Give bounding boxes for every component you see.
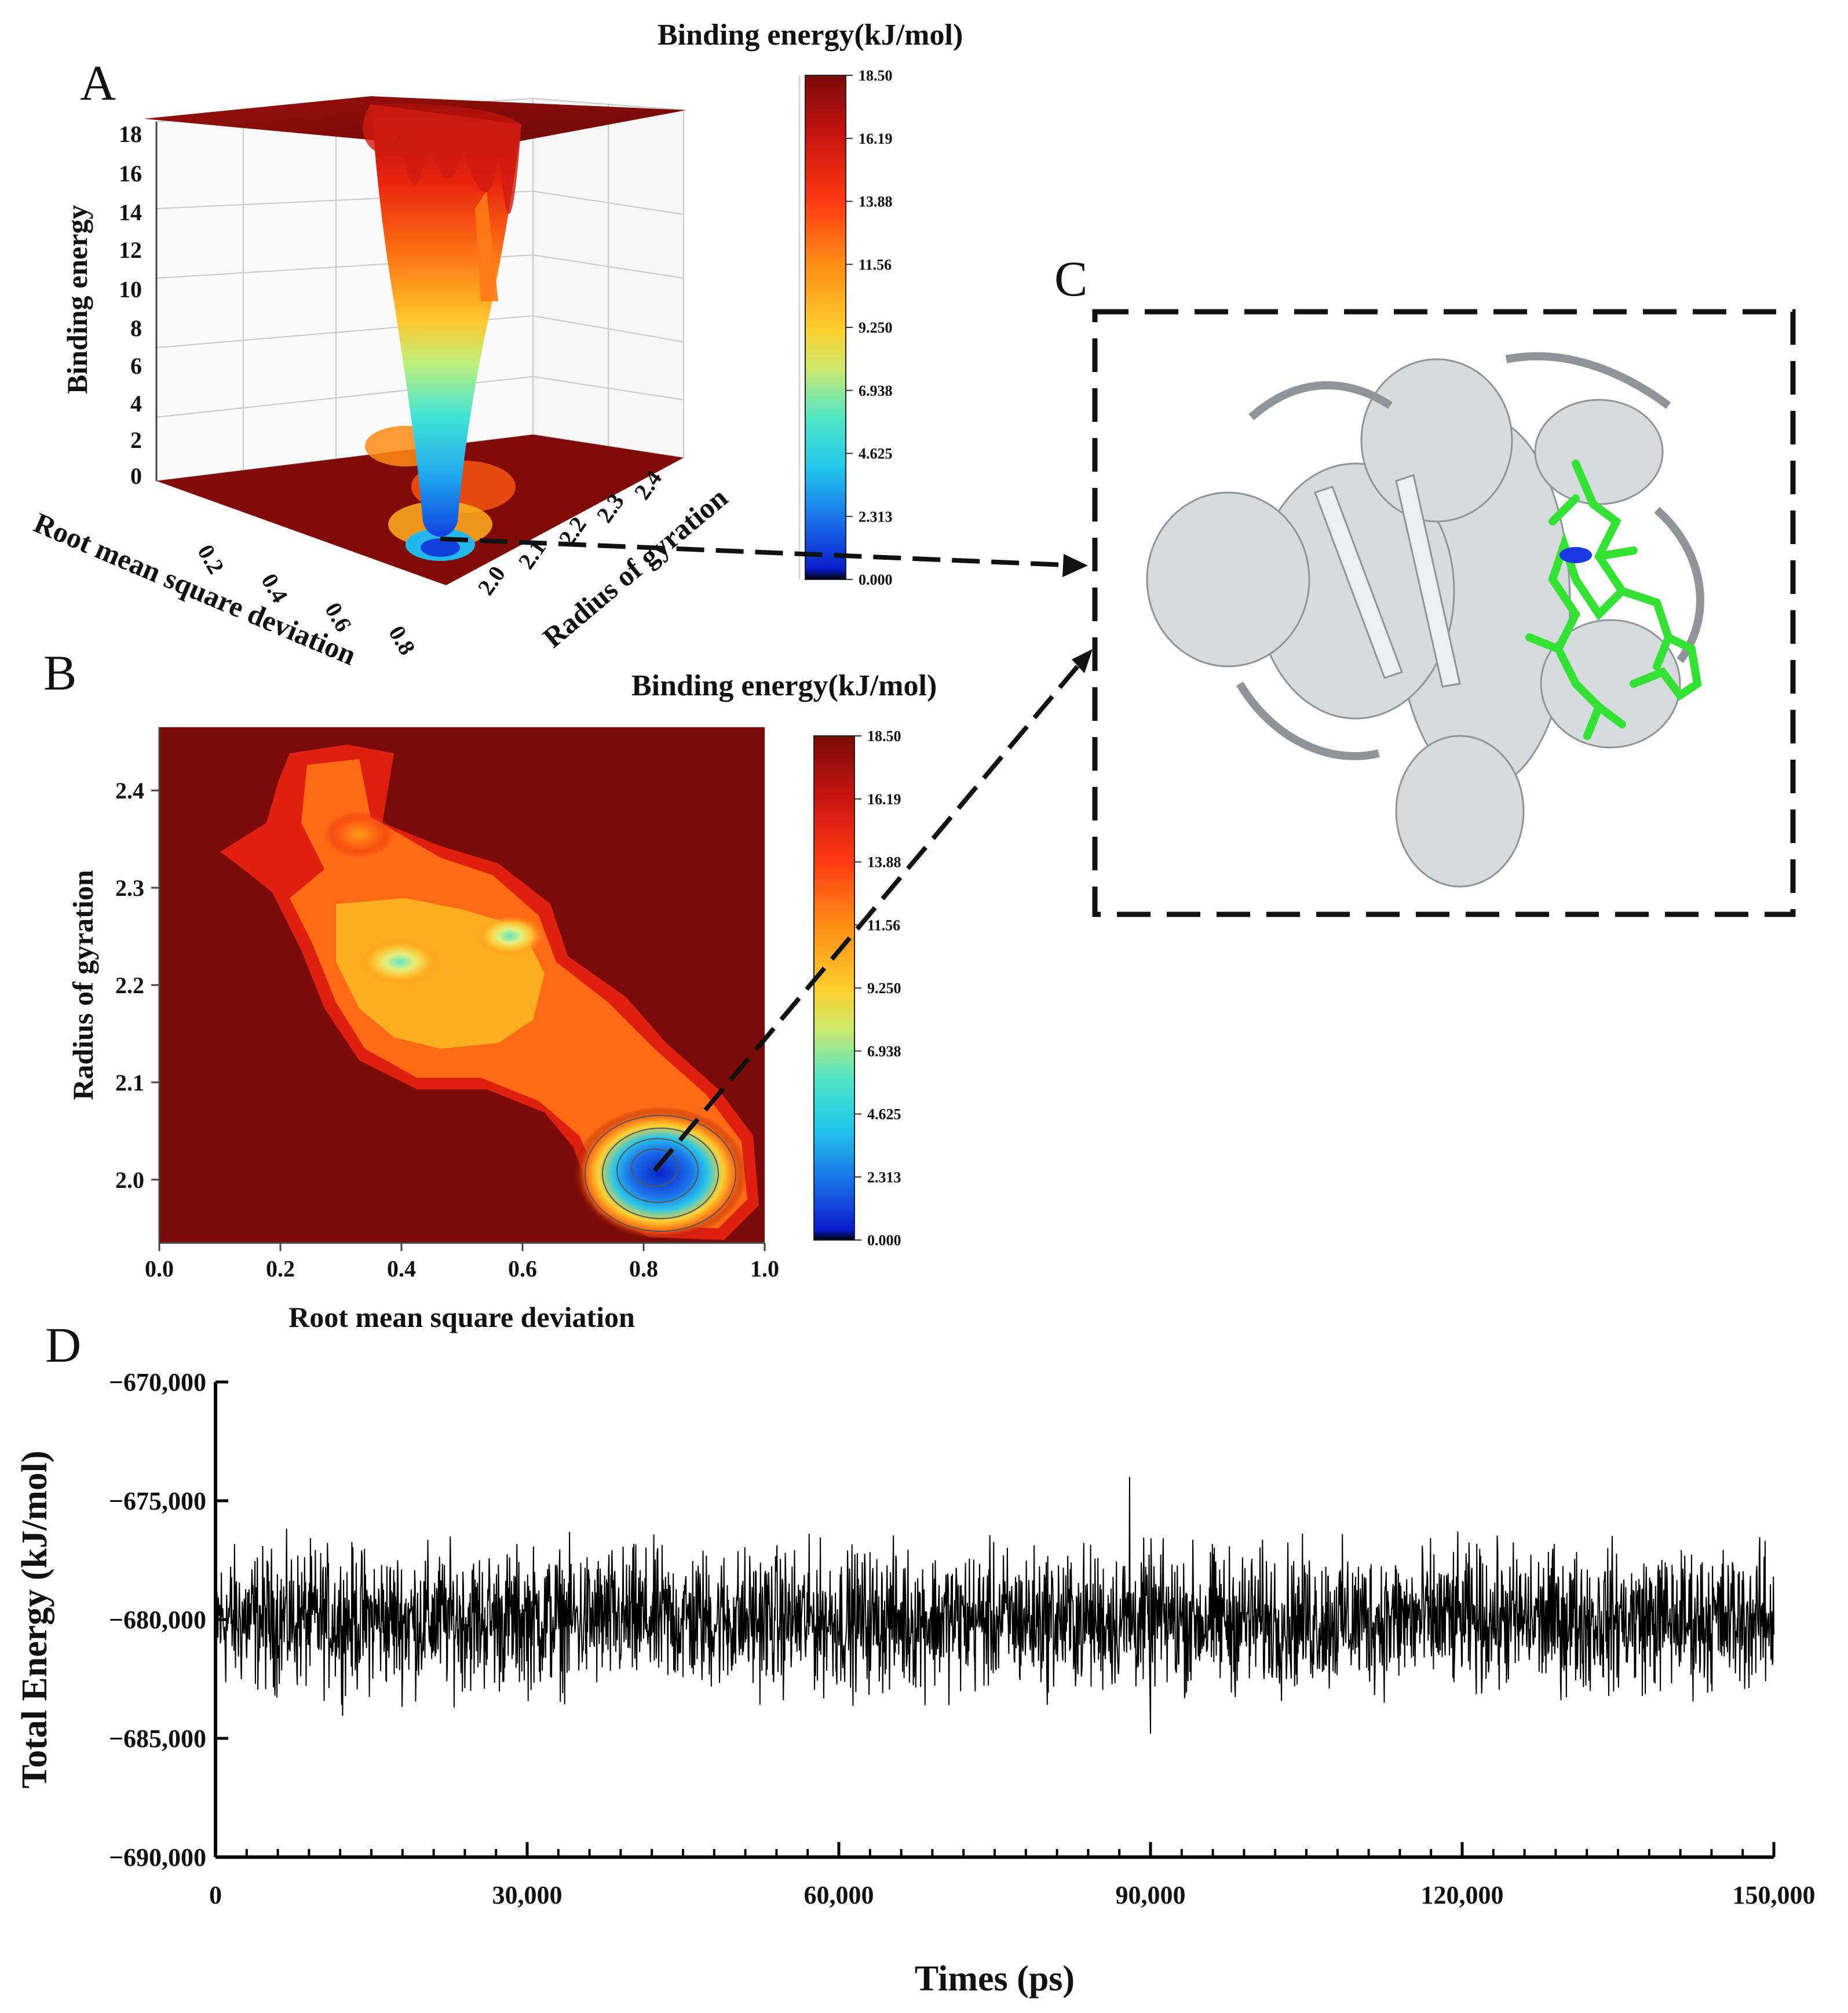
panel-d-xlabel: Times (ps) <box>915 1959 1075 1999</box>
z-tick: 0 <box>130 463 142 489</box>
panel-d: D 0 30,000 60,000 90,000 120,000 150,000 −670,… <box>15 1317 1816 1999</box>
panel-a-z-ticks: 0 2 4 6 8 10 12 14 16 18 <box>119 121 142 489</box>
x-tick: 0.8 <box>384 621 421 659</box>
panel-b-colorbar: 18.50 16.19 13.88 11.56 9.250 6.938 4.625 2.313… <box>813 728 901 1249</box>
x-tick-label: 30,000 <box>492 1881 563 1909</box>
z-tick: 2 <box>130 427 142 453</box>
panel-a: A Binding energy(kJ/mol) <box>30 19 963 672</box>
colorbar-tick-label: 2.313 <box>867 1169 901 1186</box>
colorbar-tick-label: 18.50 <box>859 67 893 84</box>
panel-b: B Binding energy(kJ/mol) 0.0 0.2 0.4 0.6 0.8… <box>43 645 937 1333</box>
y-tick-label: −690,000 <box>109 1843 206 1872</box>
colorbar-tick-label: 13.88 <box>859 194 893 210</box>
y-tick-label: −680,000 <box>109 1606 206 1634</box>
connector-arrows <box>440 537 1080 1172</box>
x-tick-label: 0.6 <box>508 1256 537 1282</box>
panel-b-plot <box>159 727 765 1243</box>
x-tick-label: 1.0 <box>750 1256 779 1282</box>
panel-d-ylabel: Total Energy (kJ/mol) <box>15 1450 54 1788</box>
z-tick: 18 <box>119 121 142 147</box>
colorbar-tick-label: 11.56 <box>859 256 892 273</box>
panel-c: C <box>1054 251 1796 917</box>
y-tick-label: 2.0 <box>115 1167 144 1193</box>
x-tick-label: 0 <box>209 1881 222 1909</box>
colorbar-tick-label: 4.625 <box>859 446 893 462</box>
total-energy-trace <box>215 1476 1774 1734</box>
colorbar-tick-label: 16.19 <box>859 130 893 147</box>
x-tick-label: 90,000 <box>1116 1881 1186 1909</box>
y-tick-label: 2.2 <box>115 972 144 998</box>
x-tick-label: 0.8 <box>629 1256 658 1282</box>
panel-label-d: D <box>45 1317 81 1373</box>
x-tick-label: 0.0 <box>145 1256 174 1282</box>
x-tick-label: 120,000 <box>1421 1881 1504 1909</box>
panel-label-a: A <box>80 55 116 111</box>
z-tick: 16 <box>119 161 142 187</box>
panel-b-ticks: 0.0 0.2 0.4 0.6 0.8 1.0 2.0 2.1 2.2 2.3 2.4 <box>115 778 779 1282</box>
z-tick: 14 <box>119 199 142 225</box>
panel-b-ylabel: Radius of gyration <box>67 870 99 1100</box>
x-tick-label: 150,000 <box>1733 1881 1816 1909</box>
y-tick-label: 2.1 <box>115 1070 144 1096</box>
colorbar-tick-label: 9.250 <box>859 319 893 336</box>
colorbar-tick-label: 18.50 <box>867 728 901 745</box>
y-tick-label: −685,000 <box>109 1724 206 1753</box>
z-tick: 4 <box>130 391 142 417</box>
colorbar-tick-label: 0.000 <box>859 571 893 588</box>
colorbar-tick-label: 11.56 <box>867 917 900 933</box>
z-tick: 10 <box>119 276 142 302</box>
colorbar-tick-label: 16.19 <box>867 791 901 808</box>
panel-a-zlabel: Binding energy <box>61 205 93 394</box>
x-tick-label: 60,000 <box>804 1881 874 1909</box>
colorbar-tick-label: 4.625 <box>867 1106 901 1123</box>
z-tick: 8 <box>130 315 142 341</box>
colorbar-tick-label: 9.250 <box>867 980 901 997</box>
colorbar-tick-label: 13.88 <box>867 854 901 871</box>
z-tick: 6 <box>130 353 142 379</box>
colorbar-tick-label: 2.313 <box>859 508 893 525</box>
x-tick-label: 0.4 <box>387 1256 416 1282</box>
colorbar-tick-label: 6.938 <box>867 1043 901 1060</box>
z-tick: 12 <box>119 237 142 263</box>
ligand-blue-atom <box>1560 547 1592 563</box>
colorbar-tick-label: 6.938 <box>859 382 893 399</box>
panel-label-c: C <box>1054 251 1087 307</box>
y-tick-label: −675,000 <box>109 1487 206 1515</box>
panel-b-colorbar-title: Binding energy(kJ/mol) <box>631 669 937 702</box>
panel-d-ticks: 0 30,000 60,000 90,000 120,000 150,000 −670,00… <box>109 1368 1816 1909</box>
panel-label-b: B <box>43 645 76 701</box>
panel-b-xlabel: Root mean square deviation <box>288 1301 635 1333</box>
y-tick-label: 2.3 <box>115 875 144 901</box>
panel-a-colorbar-title: Binding energy(kJ/mol) <box>658 19 963 52</box>
x-tick-label: 0.2 <box>266 1256 295 1282</box>
y-tick-label: −670,000 <box>109 1368 206 1396</box>
panel-a-colorbar: 18.50 16.19 13.88 11.56 9.250 6.938 4.625 2.313… <box>798 67 893 588</box>
protein-structure <box>1146 352 1704 888</box>
y-tick-label: 2.4 <box>115 778 144 804</box>
colorbar-tick-label: 0.000 <box>867 1232 901 1249</box>
